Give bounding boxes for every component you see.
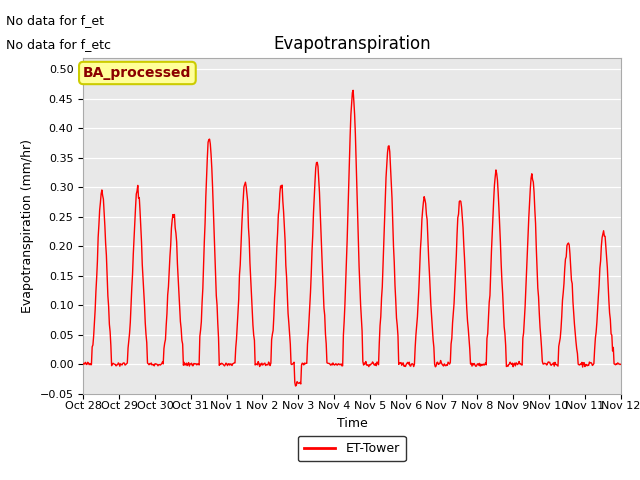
Text: BA_processed: BA_processed — [83, 66, 191, 80]
X-axis label: Time: Time — [337, 417, 367, 430]
Legend: ET-Tower: ET-Tower — [298, 436, 406, 461]
Text: No data for f_et: No data for f_et — [6, 14, 104, 27]
Y-axis label: Evapotranspiration (mm/hr): Evapotranspiration (mm/hr) — [21, 139, 34, 312]
Title: Evapotranspiration: Evapotranspiration — [273, 35, 431, 53]
Text: No data for f_etc: No data for f_etc — [6, 38, 111, 51]
